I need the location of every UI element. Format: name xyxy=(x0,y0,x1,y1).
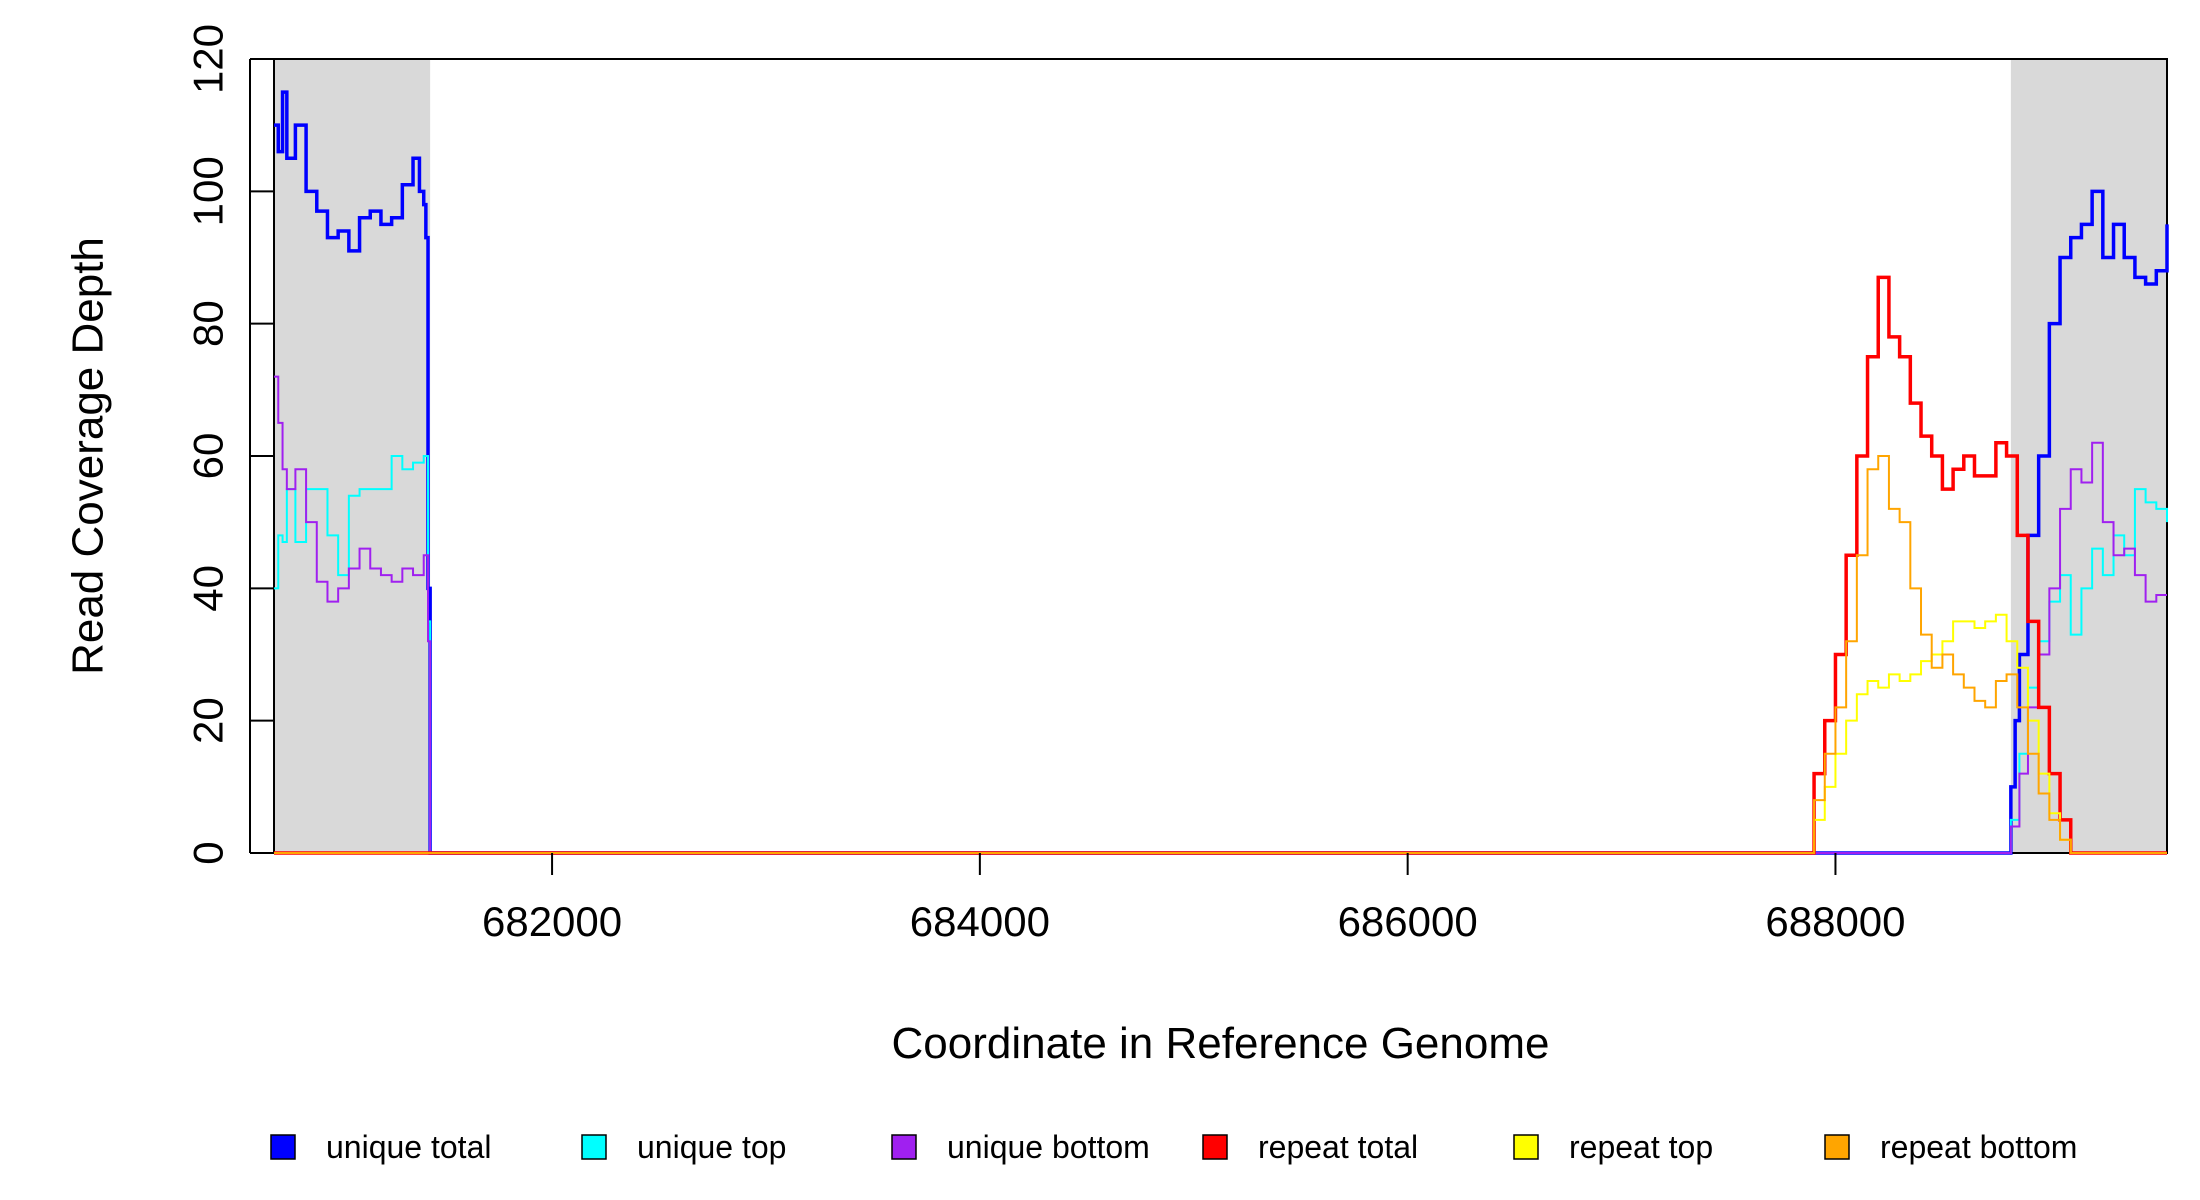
shaded-region-1 xyxy=(2010,59,2167,853)
series-line-unique-top xyxy=(274,455,2168,854)
series-line-unique-total xyxy=(274,90,2169,855)
y-tick-label-20: 20 xyxy=(185,697,232,744)
x-tick-label-682000: 682000 xyxy=(482,898,622,945)
legend-swatch-repeat-top xyxy=(1513,1134,1539,1160)
x-tick-label-684000: 684000 xyxy=(910,898,1050,945)
x-tick-label-686000: 686000 xyxy=(1338,898,1478,945)
x-axis: 682000 684000 686000 688000 xyxy=(482,853,1906,945)
y-tick-label-100: 100 xyxy=(185,156,232,226)
y-axis-title: Read Coverage Depth xyxy=(64,237,113,675)
legend-label-unique-bottom: unique bottom xyxy=(947,1129,1150,1165)
legend-label-repeat-top: repeat top xyxy=(1569,1129,1713,1165)
x-axis-title: Coordinate in Reference Genome xyxy=(892,1019,1550,1068)
series-line-repeat-top xyxy=(274,613,2167,854)
y-tick-label-80: 80 xyxy=(185,300,232,347)
shaded-regions xyxy=(274,59,2167,853)
series-line-repeat-total xyxy=(274,275,2167,855)
y-tick-label-0: 0 xyxy=(185,841,232,864)
legend-label-repeat-total: repeat total xyxy=(1258,1129,1418,1165)
series-lines xyxy=(274,90,2169,855)
legend: unique total unique top unique bottom repea… xyxy=(270,1129,2077,1165)
legend-swatch-repeat-total xyxy=(1202,1134,1228,1160)
legend-swatch-unique-total xyxy=(270,1134,296,1160)
y-tick-label-40: 40 xyxy=(185,565,232,612)
legend-label-unique-total: unique total xyxy=(326,1129,491,1165)
shaded-region-0 xyxy=(274,59,431,853)
legend-label-unique-top: unique top xyxy=(637,1129,786,1165)
y-tick-label-60: 60 xyxy=(185,433,232,480)
legend-swatch-unique-top xyxy=(581,1134,607,1160)
series-line-repeat-bottom xyxy=(274,455,2167,854)
y-tick-label-120: 120 xyxy=(185,24,232,94)
y-axis: 0 20 40 60 80 100 120 xyxy=(185,24,274,865)
series-line-unique-bottom xyxy=(274,375,2167,854)
legend-label-repeat-bottom: repeat bottom xyxy=(1880,1129,2077,1165)
legend-swatch-unique-bottom xyxy=(891,1134,917,1160)
legend-swatch-repeat-bottom xyxy=(1824,1134,1850,1160)
x-tick-label-688000: 688000 xyxy=(1765,898,1905,945)
